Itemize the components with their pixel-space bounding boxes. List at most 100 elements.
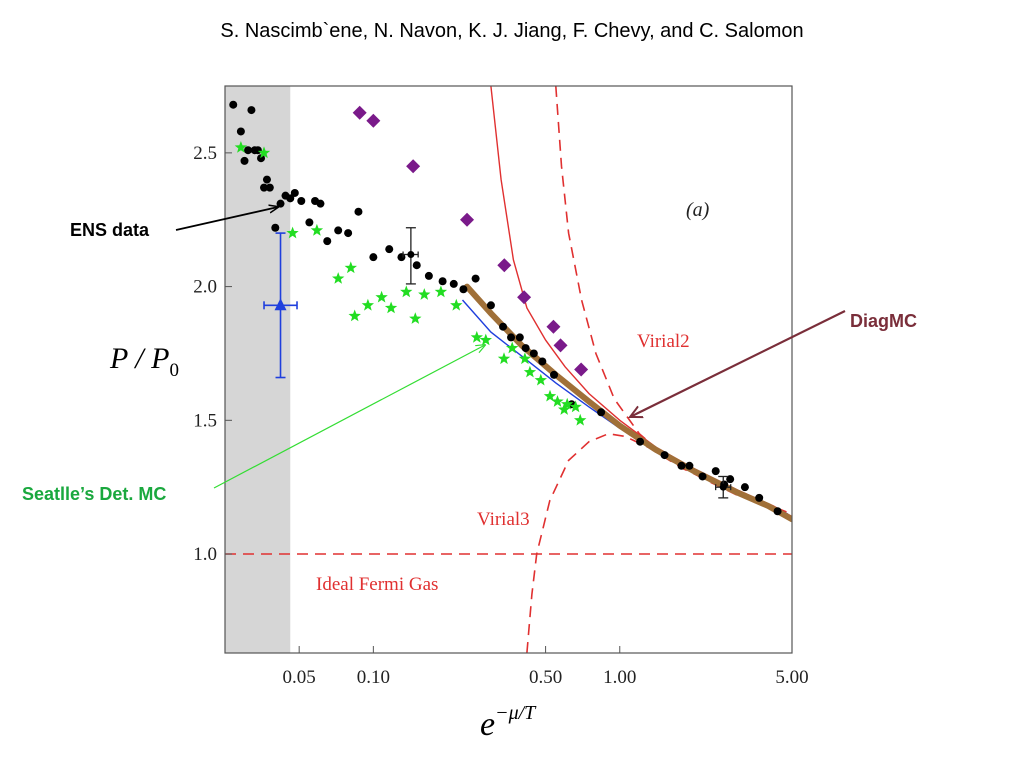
x-axis-label: e−μ/T <box>480 702 537 743</box>
ens-data-point <box>486 301 495 310</box>
ens-data-point <box>244 146 253 155</box>
ens-data-point <box>290 188 299 197</box>
ens-data-point <box>385 245 394 254</box>
ens-data-point <box>240 156 249 165</box>
seattle-star-point <box>418 288 431 300</box>
seattle-star-point <box>534 373 547 386</box>
diamond-point <box>574 362 589 377</box>
seattle-star-point <box>479 333 492 346</box>
seattle-callout: Seatlle’s Det. MC <box>22 484 166 504</box>
ens-data-point <box>286 194 295 203</box>
ens-data-point <box>260 183 269 192</box>
ens-data-point <box>334 226 343 235</box>
y-axis-subscript: 0 <box>169 360 179 381</box>
seattle-star-point <box>543 389 557 402</box>
ens-data-point <box>755 493 764 502</box>
seattle-star-point <box>470 330 483 343</box>
diamond-point <box>517 290 532 305</box>
diamond-point <box>460 212 475 227</box>
ens-data-point <box>316 199 325 208</box>
ens-data-point <box>529 349 538 358</box>
ens-data-point <box>698 472 707 481</box>
x-tick-label: 0.05 <box>283 667 316 688</box>
ens-data-point <box>773 507 782 516</box>
black-errorbar <box>402 227 419 285</box>
ens-data-point <box>459 285 468 294</box>
ens-data-point <box>369 253 378 262</box>
seattle-star-point <box>286 226 299 239</box>
ens-data-point <box>471 274 480 283</box>
ens-data-point <box>507 333 516 342</box>
seattle-star-point <box>561 397 574 410</box>
seattle-star-point <box>497 352 511 365</box>
ens-data-point <box>236 127 245 136</box>
diagmc-arrow <box>630 310 846 417</box>
y-tick-label: 2.5 <box>193 143 217 164</box>
panel-label: (a) <box>686 199 710 221</box>
ens-data-point <box>297 197 306 206</box>
seattle-star-point <box>506 341 519 354</box>
ens-data-point <box>265 183 274 192</box>
seattle-star-point <box>361 298 374 311</box>
seattle-star-point <box>375 290 388 303</box>
ens-data-point <box>677 461 686 470</box>
seattle-star-point <box>344 261 357 274</box>
virial2-label: Virial2 <box>637 331 690 352</box>
seattle-star-point <box>310 223 324 236</box>
seattle-star-point <box>384 301 398 314</box>
ens-data-point <box>711 467 720 476</box>
diamond-point <box>352 105 367 120</box>
x-tick-label: 5.00 <box>775 667 808 688</box>
diamond-point <box>546 319 561 334</box>
ens-data-point <box>550 370 559 379</box>
seattle-star-point <box>434 285 448 298</box>
seattle-star-point <box>523 365 537 378</box>
ens-data-point <box>521 344 530 353</box>
x-tick-label: 0.50 <box>529 667 562 688</box>
diamond-point <box>406 159 421 174</box>
y-tick-label: 1.5 <box>193 410 217 431</box>
ens-data-point <box>344 229 353 238</box>
curve-virial2 <box>555 86 792 518</box>
virial3-label: Virial3 <box>477 509 530 530</box>
diagmc-callout: DiagMC <box>850 311 917 331</box>
ens-data-point <box>726 475 735 484</box>
seattle-star-point <box>348 309 361 322</box>
slide-title: S. Nascimb`ene, N. Navon, K. J. Jiang, F… <box>220 20 804 42</box>
ens-data-point <box>597 408 606 417</box>
ideal-fermi-gas-label: Ideal Fermi Gas <box>316 574 438 595</box>
seattle-star-point <box>234 141 248 153</box>
ens-data-point <box>538 357 547 366</box>
ens-data-point <box>449 279 458 288</box>
ens-data-point <box>305 218 314 227</box>
ens-data-point <box>354 207 363 216</box>
seattle-arrow <box>213 345 485 489</box>
seattle-star-point <box>574 413 587 426</box>
ens-data-point <box>262 175 271 184</box>
ens-data-point <box>660 451 669 460</box>
blue-errorbar-point <box>263 232 298 379</box>
seattle-star-point <box>518 352 532 365</box>
ens-data-point <box>499 322 508 331</box>
x-tick-label: 1.00 <box>603 667 636 688</box>
ens-data-point <box>740 483 749 492</box>
ens-data-point <box>247 106 256 115</box>
shaded-region <box>225 86 291 653</box>
seattle-star-point <box>400 285 413 298</box>
y-axis-label: P / P0 <box>109 342 179 381</box>
curve-virial3 <box>526 432 792 653</box>
curve-unnamed-1 <box>490 86 792 518</box>
diamond-point <box>553 338 568 353</box>
ens-data-point <box>515 333 524 342</box>
ens-data-point <box>229 100 238 109</box>
x-tick-label: 0.10 <box>357 667 390 688</box>
black-errorbar <box>715 475 732 499</box>
ens-data-callout: ENS data <box>70 220 150 240</box>
seattle-star-point <box>558 403 571 415</box>
ens-data-point <box>636 437 645 446</box>
seattle-star-point <box>332 272 345 284</box>
ens-data-point <box>424 271 433 280</box>
x-axis-exponent: −μ/T <box>495 702 537 724</box>
ens-data-point <box>412 261 421 270</box>
